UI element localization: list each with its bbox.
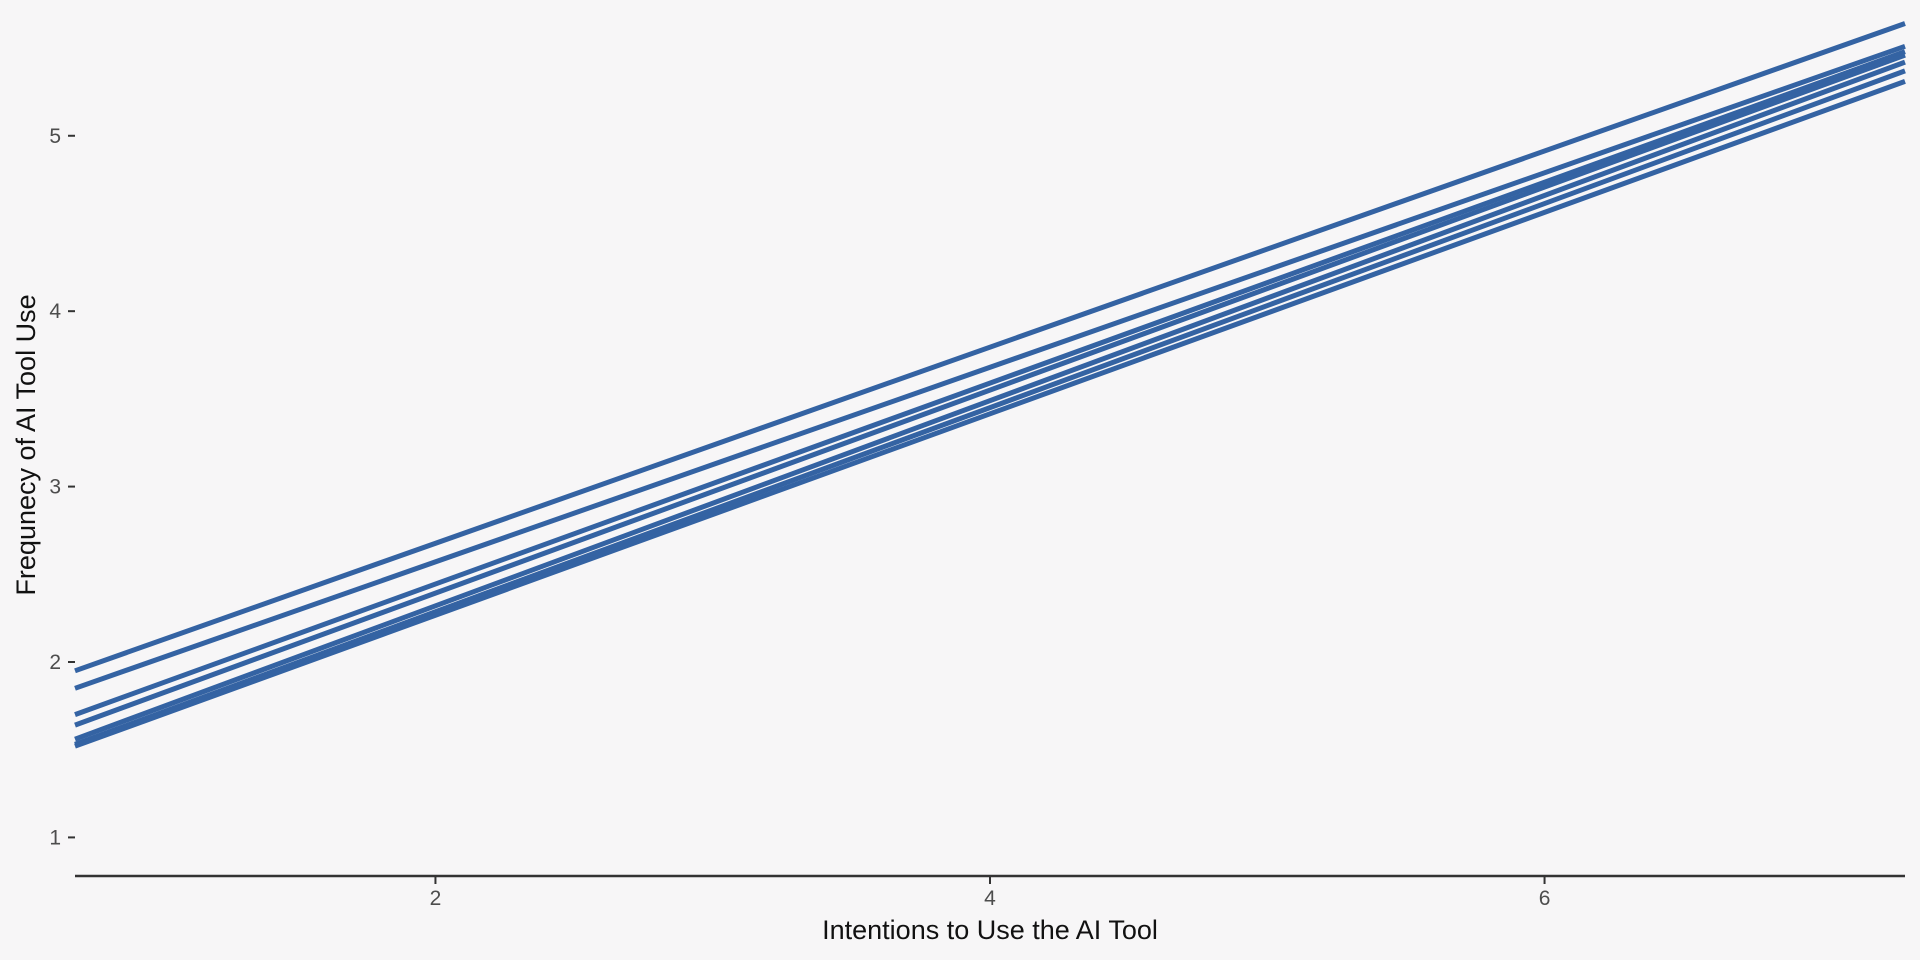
series-line-5 [74,59,1906,742]
series-line-1 [74,21,1906,674]
y-tick-label: 5 [49,125,61,148]
y-tick-label: 3 [49,476,61,499]
series-line-4 [74,52,1906,728]
x-tick-label: 4 [984,887,996,910]
y-tick-label: 4 [49,300,61,323]
x-axis: 2 4 6 [75,874,1905,910]
y-axis: 1 2 3 4 5 [49,125,75,849]
x-axis-title: Intentions to Use the AI Tool [822,915,1158,945]
y-tick-label: 1 [49,826,61,849]
series-line-3 [74,49,1906,717]
y-axis-title: Frequnecy of AI Tool Use [11,294,41,595]
x-tick-label: 2 [430,887,442,910]
series-line-7 [74,79,1906,749]
series-layer [74,21,1906,749]
x-tick-label: 6 [1539,887,1551,910]
series-line-6 [74,68,1906,747]
series-line-2 [74,43,1906,691]
y-tick-label: 2 [49,651,61,674]
